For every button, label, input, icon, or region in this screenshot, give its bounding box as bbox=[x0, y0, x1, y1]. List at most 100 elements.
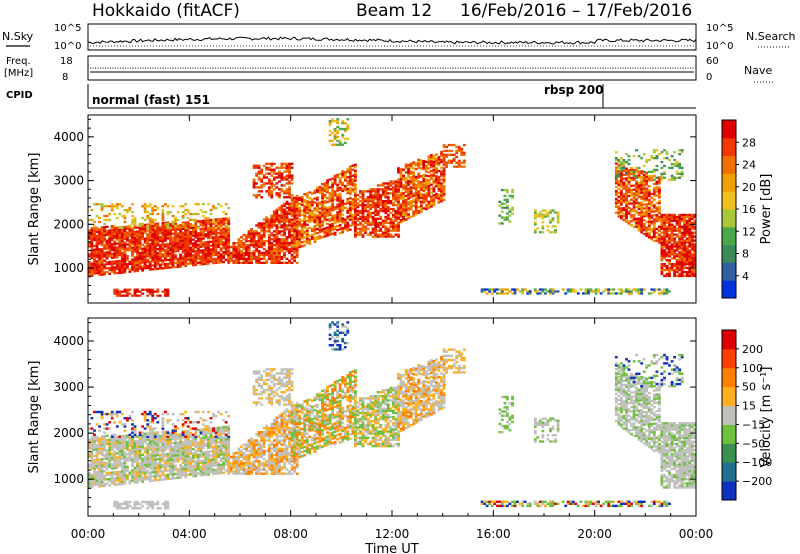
power-cell bbox=[412, 173, 416, 176]
power-cell bbox=[98, 234, 101, 237]
power-cell bbox=[118, 230, 122, 233]
power-cell bbox=[272, 220, 276, 223]
power-cell bbox=[295, 240, 299, 244]
power-cell bbox=[663, 290, 666, 293]
power-cell bbox=[305, 211, 309, 215]
power-cell bbox=[620, 175, 623, 179]
power-cell bbox=[409, 204, 413, 207]
power-cell bbox=[131, 264, 134, 267]
power-cell bbox=[98, 260, 101, 263]
power-cell bbox=[229, 251, 233, 255]
power-cell bbox=[138, 267, 142, 270]
velocity-cell bbox=[103, 457, 106, 461]
power-cell bbox=[105, 214, 109, 218]
power-cell bbox=[452, 153, 456, 156]
power-cell bbox=[181, 216, 185, 220]
power-cell bbox=[93, 266, 96, 269]
power-cell bbox=[414, 177, 418, 180]
power-cell bbox=[115, 236, 119, 239]
power-cell bbox=[138, 257, 142, 260]
power-cell bbox=[164, 245, 167, 248]
power-cell bbox=[194, 250, 198, 253]
power-cell bbox=[219, 205, 223, 208]
power-cell bbox=[354, 192, 357, 195]
velocity-cell bbox=[131, 456, 134, 460]
power-cell bbox=[275, 230, 279, 233]
power-cell bbox=[331, 222, 334, 226]
power-cell bbox=[164, 235, 167, 238]
power-cell bbox=[333, 135, 337, 139]
velocity-cell bbox=[103, 478, 106, 481]
power-cell bbox=[217, 245, 220, 248]
velocity-cell bbox=[113, 444, 117, 447]
velocity-cell bbox=[103, 482, 106, 485]
power-cell bbox=[455, 161, 459, 164]
power-cell bbox=[678, 227, 682, 230]
power-cell bbox=[110, 226, 114, 229]
power-cell bbox=[622, 207, 626, 210]
power-cell bbox=[158, 228, 162, 231]
power-cell bbox=[224, 212, 228, 216]
power-cell bbox=[392, 186, 395, 189]
velocity-cell bbox=[113, 460, 117, 464]
power-cell bbox=[632, 178, 636, 181]
power-cell bbox=[196, 249, 200, 252]
power-cell bbox=[399, 195, 403, 198]
power-cell bbox=[371, 198, 375, 201]
power-cell bbox=[237, 240, 241, 243]
power-cell bbox=[483, 288, 486, 291]
power-cell bbox=[293, 245, 296, 248]
power-cell bbox=[614, 199, 618, 203]
power-cell bbox=[240, 249, 243, 253]
power-cell bbox=[148, 242, 152, 246]
power-cell bbox=[500, 210, 504, 213]
power-cell bbox=[632, 208, 636, 211]
power-cell bbox=[402, 174, 405, 177]
power-cell bbox=[166, 235, 170, 238]
power-cell bbox=[683, 255, 687, 258]
power-cell bbox=[118, 228, 122, 231]
power-cell bbox=[174, 232, 177, 235]
power-cell bbox=[549, 288, 552, 291]
power-cell bbox=[237, 251, 241, 255]
power-cell bbox=[685, 247, 689, 250]
power-cell bbox=[290, 162, 294, 165]
power-cell bbox=[90, 239, 94, 242]
power-cell bbox=[645, 199, 649, 202]
power-cell bbox=[690, 249, 694, 252]
power-cell bbox=[207, 260, 210, 263]
power-cell bbox=[445, 163, 448, 166]
power-cell bbox=[196, 255, 200, 258]
power-cell bbox=[430, 164, 433, 167]
power-cell bbox=[128, 268, 132, 271]
power-cell bbox=[435, 181, 438, 184]
power-cell bbox=[100, 269, 104, 272]
power-cell bbox=[665, 153, 669, 156]
power-cell bbox=[422, 181, 426, 184]
velocity-cell bbox=[110, 444, 114, 447]
power-cell bbox=[665, 274, 669, 278]
power-cell bbox=[384, 182, 388, 185]
nsearch-label: N.Search bbox=[746, 30, 796, 43]
power-cell bbox=[680, 219, 684, 222]
power-cell bbox=[189, 260, 193, 263]
velocity-cell bbox=[90, 440, 94, 443]
power-cell bbox=[652, 228, 656, 231]
power-cell bbox=[675, 217, 679, 220]
power-cell bbox=[181, 259, 185, 262]
power-cell bbox=[614, 174, 618, 177]
power-cell bbox=[138, 240, 142, 243]
power-cell bbox=[189, 250, 193, 253]
power-cell bbox=[156, 255, 160, 259]
power-cell bbox=[541, 213, 545, 216]
power-cell bbox=[620, 189, 623, 192]
power-cell bbox=[640, 288, 644, 291]
power-cell bbox=[665, 292, 669, 295]
power-cell bbox=[617, 174, 621, 177]
power-cell bbox=[338, 194, 342, 197]
power-cell bbox=[652, 204, 656, 207]
power-cell bbox=[257, 253, 261, 257]
power-cell bbox=[275, 218, 279, 221]
power-cell bbox=[222, 217, 226, 220]
velocity-cell bbox=[98, 466, 101, 469]
